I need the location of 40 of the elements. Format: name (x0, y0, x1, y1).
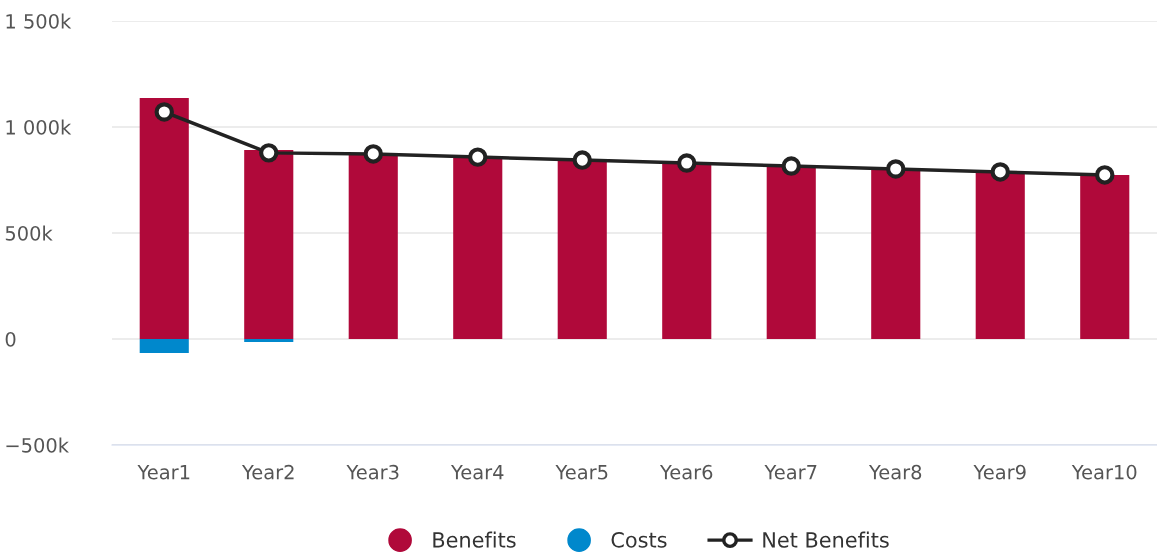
legend-label: Benefits (433, 531, 516, 548)
y-tick-label: 1 500k (6, 13, 72, 29)
bar (139, 339, 189, 353)
point (259, 143, 279, 163)
x-tick-label: Year1 (137, 465, 190, 480)
bar (139, 97, 189, 339)
bar (871, 168, 921, 339)
bar (975, 171, 1025, 339)
legend-label: Costs (611, 531, 667, 548)
point (154, 102, 174, 122)
y-tick-label: 1 000k (6, 119, 72, 135)
bar (348, 153, 398, 339)
point (1095, 165, 1115, 185)
x-tick-label: Year2 (241, 464, 294, 480)
x-tick-label: Year4 (450, 465, 504, 480)
bar (244, 149, 294, 339)
bar (453, 157, 503, 339)
bar (662, 163, 712, 339)
point (677, 153, 697, 173)
x-tick-label: Year7 (764, 465, 817, 480)
x-tick-label: Year8 (868, 464, 922, 480)
point (572, 150, 592, 170)
bar (1080, 174, 1130, 339)
x-tick-label: Year6 (659, 464, 713, 480)
legend-label: Net Benefits (763, 531, 889, 548)
y-tick-label: 500k (5, 225, 53, 241)
point (363, 144, 383, 164)
point (781, 156, 801, 176)
point (886, 159, 906, 179)
x-tick-label: Year9 (973, 464, 1026, 480)
y-tick-label: −500k (6, 437, 69, 453)
bar (244, 339, 294, 342)
bar (557, 160, 607, 339)
x-tick-label: Year5 (555, 465, 608, 480)
x-tick-label: Year10 (1071, 464, 1137, 480)
y-tick-label: 0 (5, 331, 16, 347)
point (468, 147, 488, 167)
point (990, 162, 1010, 182)
x-tick-label: Year3 (346, 464, 399, 480)
bar (766, 166, 816, 339)
